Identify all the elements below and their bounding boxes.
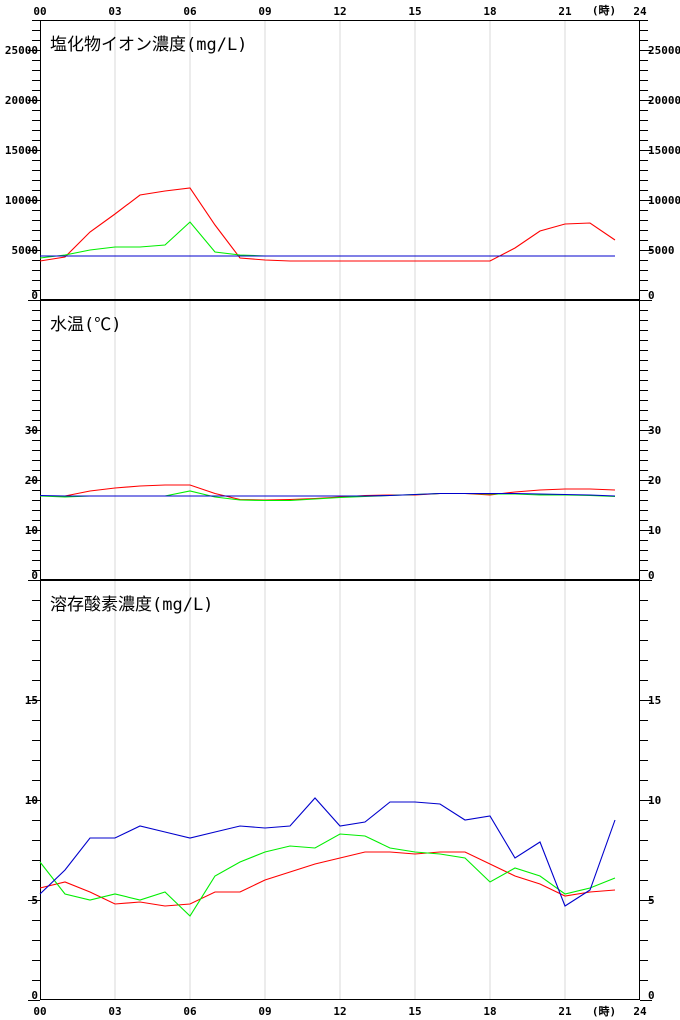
y-tick-label-left: 20: [25, 474, 38, 487]
y-tick-label-right: 15000: [648, 144, 680, 157]
y-tick-label-right: 10: [648, 524, 661, 537]
x-tick-label-bottom: 09: [258, 1005, 271, 1018]
y-tick-label-left: 30: [25, 424, 38, 437]
y-tick-label-left: 0: [31, 569, 38, 582]
y-tick-label-right: 5: [648, 894, 655, 907]
y-tick-label-left: 5000: [12, 244, 39, 257]
x-tick-label-top: 24: [633, 5, 647, 18]
y-tick-label-right: 20: [648, 474, 661, 487]
y-tick-label-left: 15000: [5, 144, 38, 157]
y-tick-label-left: 10000: [5, 194, 38, 207]
plot-frame: [40, 20, 640, 300]
y-tick-label-right: 15: [648, 694, 661, 707]
x-tick-label-bottom: 03: [108, 1005, 121, 1018]
x-tick-label-top: 09: [258, 5, 271, 18]
y-tick-label-left: 5: [31, 894, 38, 907]
x-tick-label-top: 00: [33, 5, 46, 18]
x-tick-label-bottom: 24: [633, 1005, 647, 1018]
x-tick-label-bottom: 06: [183, 1005, 197, 1018]
chart-title: 水温(℃): [50, 315, 121, 335]
y-tick-label-right: 10000: [648, 194, 680, 207]
x-unit-label-top: (時): [592, 3, 616, 17]
x-tick-label-top: 15: [408, 5, 421, 18]
y-tick-label-left: 10: [25, 524, 38, 537]
x-tick-label-top: 21: [558, 5, 572, 18]
x-tick-label-top: 06: [183, 5, 197, 18]
series-line-1: [39, 851, 616, 907]
y-tick-label-right: 0: [648, 989, 655, 1002]
y-tick-label-left: 0: [31, 989, 38, 1002]
y-tick-label-right: 10: [648, 794, 661, 807]
y-tick-label-right: 25000: [648, 44, 680, 57]
x-unit-label-bottom: (時): [592, 1004, 616, 1018]
series-line-2: [39, 221, 615, 259]
series-line-2: [39, 833, 616, 917]
y-tick-label-left: 25000: [5, 44, 38, 57]
y-tick-label-left: 10: [25, 794, 38, 807]
chart-panel-1: 0 0 5000 5000 10000 10000 15000 15000 20000 20000…: [5, 20, 680, 302]
series-line-3: [39, 797, 616, 907]
y-tick-label-right: 0: [648, 569, 655, 582]
y-tick-label-left: 15: [25, 694, 38, 707]
x-tick-label-top: 12: [333, 5, 346, 18]
y-tick-label-right: 0: [648, 289, 655, 302]
x-tick-label-bottom: 21: [558, 1005, 572, 1018]
series-line-1: [39, 187, 616, 262]
x-tick-label-bottom: 12: [333, 1005, 346, 1018]
x-tick-label-top: 03: [108, 5, 121, 18]
x-tick-label-bottom: 18: [483, 1005, 496, 1018]
chart-title: 溶存酸素濃度(mg/L): [50, 595, 213, 615]
y-tick-label-right: 20000: [648, 94, 680, 107]
chart-panel-2: 0 0 10 10 20 20 30 30 水温(℃): [25, 300, 661, 582]
chart-panel-3: 0 0 5 5 10 10 15 15 溶存酸素濃度(mg/L): [25, 580, 661, 1002]
plot-frame: [40, 300, 640, 580]
x-tick-label-bottom: 00: [33, 1005, 46, 1018]
y-tick-label-right: 5000: [648, 244, 675, 257]
y-tick-label-left: 20000: [5, 94, 38, 107]
y-tick-label-right: 30: [648, 424, 661, 437]
y-tick-label-left: 0: [31, 289, 38, 302]
x-tick-label-top: 18: [483, 5, 496, 18]
series-line-3: [39, 492, 616, 497]
chart-title: 塩化物イオン濃度(mg/L): [50, 35, 247, 55]
plot-frame: [40, 580, 640, 1000]
x-tick-label-bottom: 15: [408, 1005, 421, 1018]
